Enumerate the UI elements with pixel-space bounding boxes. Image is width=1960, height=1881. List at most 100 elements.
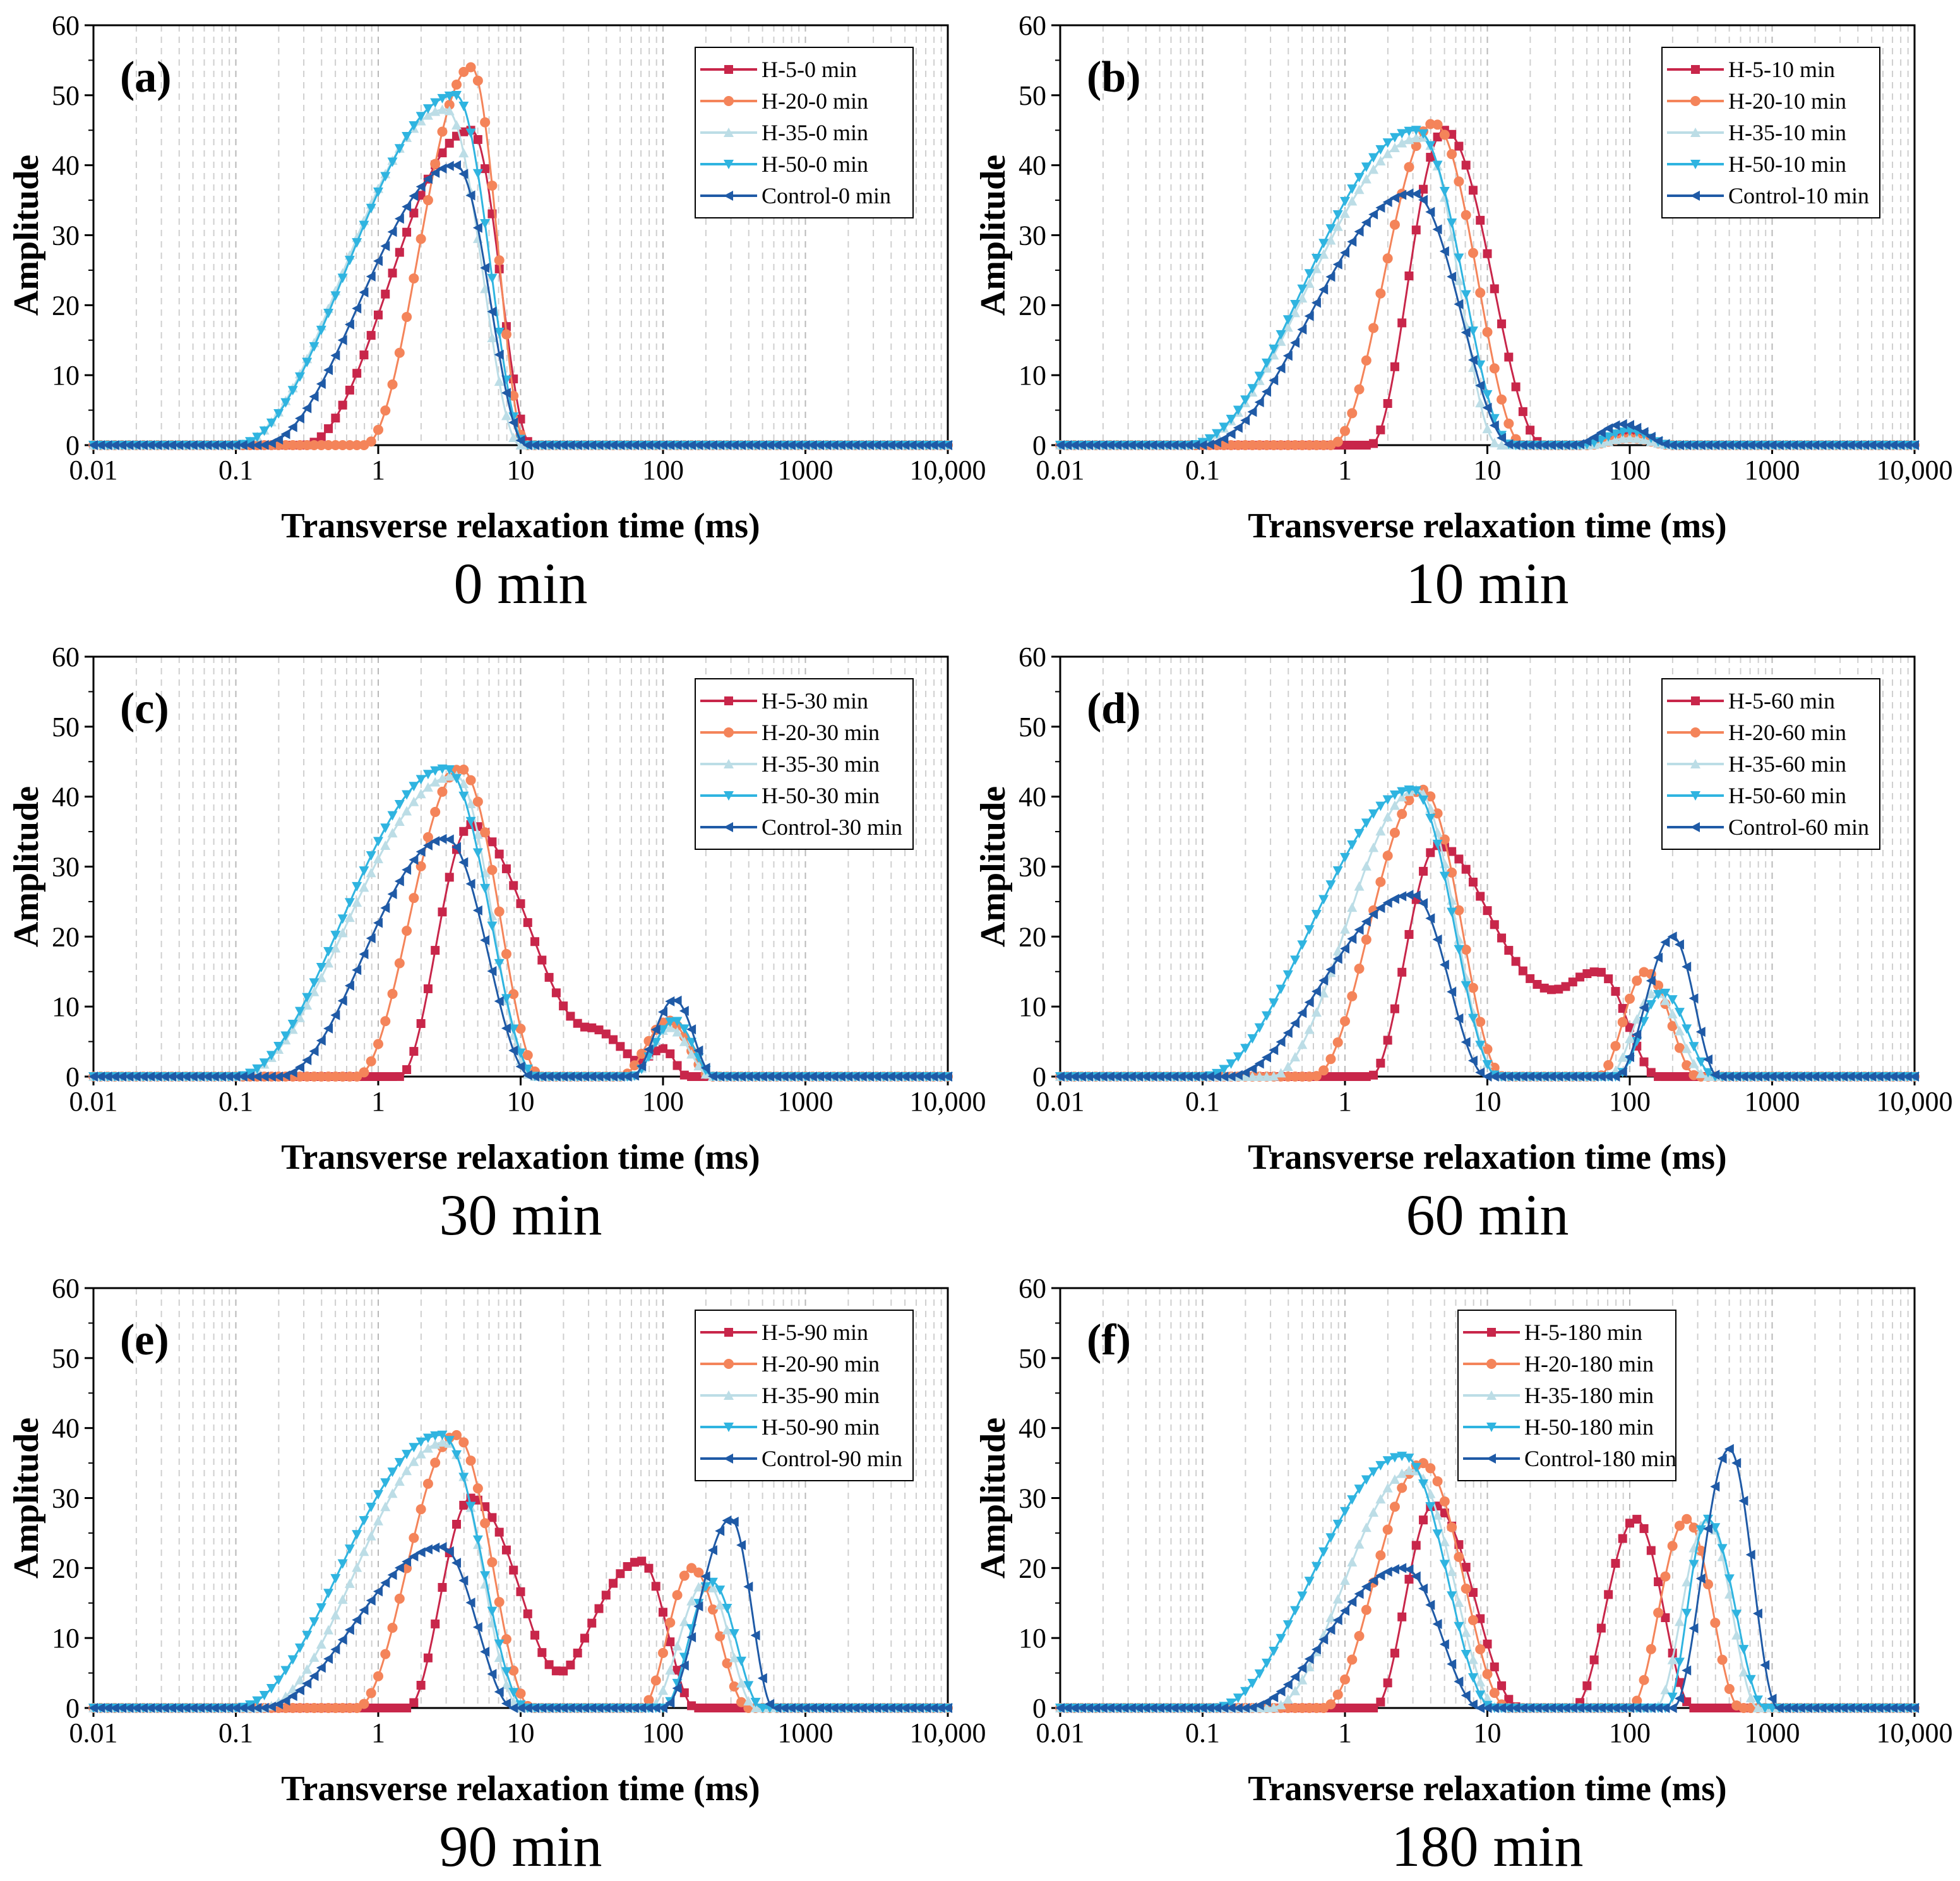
data-point — [1219, 1703, 1229, 1713]
data-point — [402, 227, 412, 237]
data-point — [1439, 187, 1450, 197]
data-point — [1240, 1067, 1250, 1078]
series-control — [1055, 188, 1919, 450]
data-point — [1454, 275, 1464, 285]
data-point — [366, 868, 376, 878]
data-point — [1368, 1507, 1379, 1517]
data-point — [850, 1072, 860, 1082]
data-point — [88, 440, 98, 450]
data-point — [1661, 1613, 1670, 1623]
data-point — [465, 128, 476, 138]
data-point — [772, 440, 782, 450]
data-point — [1461, 1690, 1471, 1701]
data-point — [1525, 440, 1535, 450]
data-point — [1404, 188, 1414, 199]
data-point — [1518, 407, 1527, 416]
legend-item: H-35-30 min — [700, 751, 880, 777]
data-point — [309, 978, 320, 988]
data-point — [394, 1458, 405, 1468]
data-point — [686, 1024, 696, 1035]
data-point — [388, 1704, 397, 1712]
data-point — [1845, 440, 1855, 450]
data-point — [437, 1542, 447, 1553]
data-point — [422, 195, 433, 206]
data-point — [323, 1625, 334, 1635]
data-point — [666, 1049, 675, 1058]
legend-label: H-50-180 min — [1524, 1414, 1654, 1440]
data-point — [665, 1017, 676, 1027]
data-point — [415, 112, 426, 122]
data-point — [373, 1490, 383, 1500]
data-point — [1419, 1515, 1428, 1525]
data-point — [323, 946, 334, 957]
legend-item: H-20-90 min — [700, 1351, 880, 1376]
data-point — [1603, 1072, 1613, 1082]
data-point — [900, 1703, 910, 1713]
data-point — [352, 881, 362, 892]
data-point — [1475, 1676, 1486, 1687]
data-point — [608, 1703, 618, 1713]
data-point — [1475, 1702, 1485, 1713]
data-point — [1290, 1018, 1300, 1029]
data-point — [828, 440, 839, 450]
legend-marker-icon — [1486, 1423, 1497, 1432]
data-point — [650, 440, 660, 450]
data-point — [615, 440, 625, 450]
data-point — [1311, 440, 1322, 450]
data-point — [487, 911, 498, 921]
data-point — [1212, 437, 1222, 448]
data-point — [366, 933, 376, 944]
data-point — [1340, 196, 1350, 206]
data-point — [1752, 440, 1762, 450]
data-point — [287, 1683, 298, 1693]
data-point — [1546, 985, 1556, 994]
data-point — [1632, 1695, 1642, 1706]
data-point — [508, 1665, 519, 1676]
data-point — [650, 1675, 661, 1686]
data-point — [1247, 384, 1258, 394]
data-point — [445, 138, 454, 148]
data-point — [1340, 426, 1350, 436]
data-point — [352, 440, 362, 450]
data-point — [1076, 1703, 1086, 1713]
data-point — [352, 897, 362, 907]
data-point — [1447, 867, 1457, 878]
data-point — [765, 1699, 775, 1709]
data-point — [431, 946, 440, 955]
data-point — [1382, 1483, 1393, 1493]
data-point — [472, 905, 482, 916]
data-point — [1104, 1703, 1114, 1713]
data-point — [1084, 1703, 1094, 1713]
data-point — [701, 1704, 710, 1712]
y-tick-label: 50 — [52, 712, 80, 743]
data-point — [1674, 1042, 1685, 1053]
data-point — [650, 1037, 661, 1048]
data-point — [587, 1072, 597, 1082]
data-point — [374, 310, 383, 319]
data-point — [415, 775, 426, 785]
data-point — [1760, 1660, 1770, 1671]
data-point — [1325, 1612, 1336, 1622]
data-point — [494, 1639, 505, 1649]
data-point — [686, 1037, 697, 1048]
data-point — [665, 1022, 676, 1032]
data-point — [1389, 133, 1400, 143]
data-point — [430, 167, 440, 178]
data-point — [501, 994, 511, 1004]
legend-label: H-20-30 min — [762, 720, 880, 745]
data-point — [287, 440, 298, 450]
data-point — [1404, 795, 1414, 806]
legend-label: H-20-180 min — [1524, 1351, 1654, 1376]
data-point — [1176, 1072, 1186, 1082]
data-point — [1269, 1647, 1279, 1657]
data-point — [1682, 1060, 1692, 1071]
data-point — [659, 1044, 667, 1053]
data-point — [480, 935, 490, 946]
data-point — [1646, 1644, 1656, 1654]
data-point — [1361, 1522, 1371, 1532]
data-point — [458, 169, 469, 179]
data-point — [1668, 1072, 1677, 1081]
data-point — [1526, 974, 1535, 983]
data-point — [1368, 153, 1379, 163]
x-axis-label: Transverse relaxation time (ms) — [1248, 506, 1726, 546]
